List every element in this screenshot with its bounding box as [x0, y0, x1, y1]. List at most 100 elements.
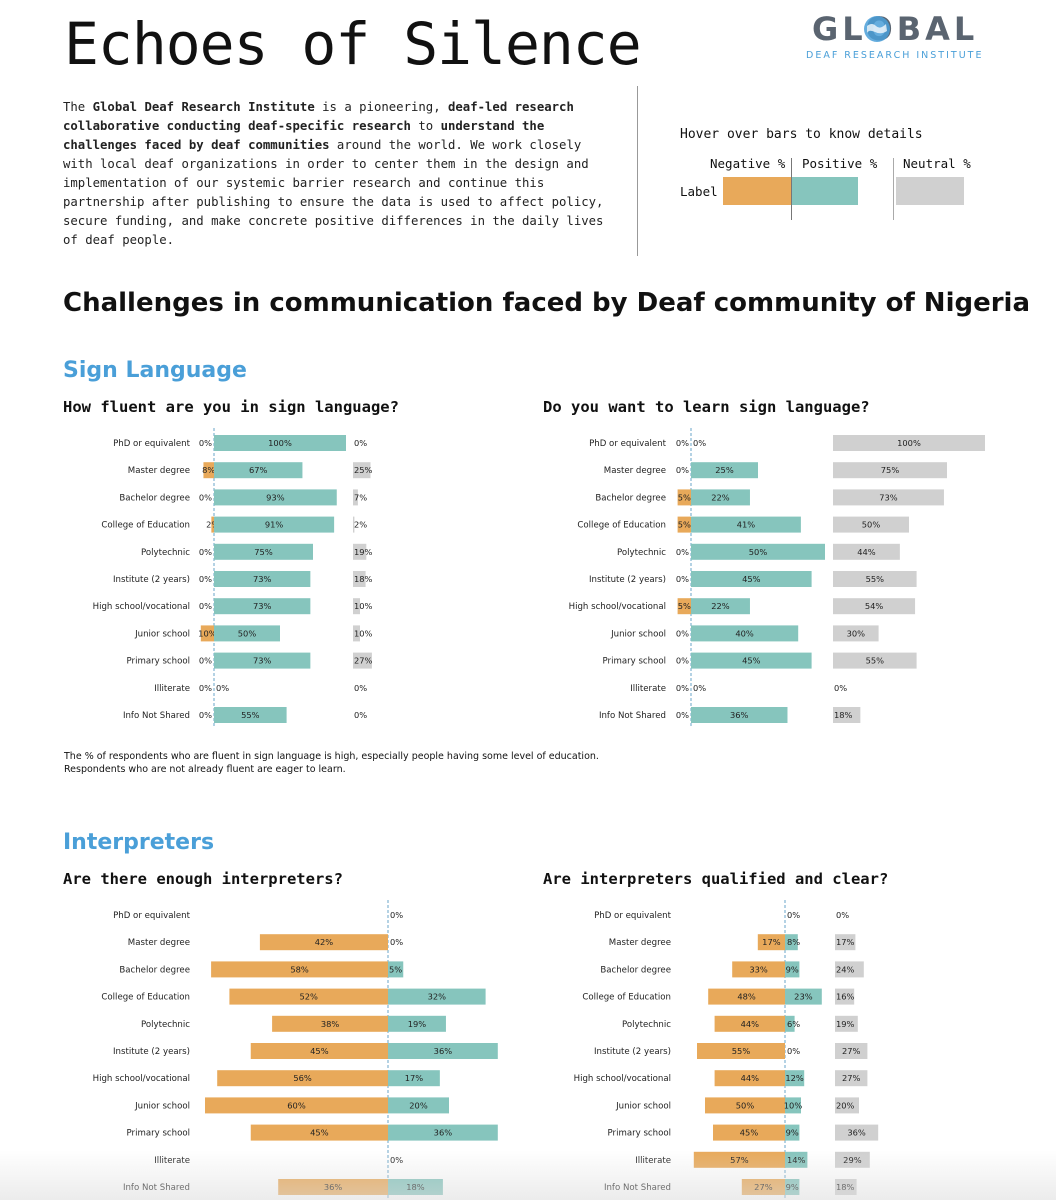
bar-positive-primary-school[interactable]: [388, 1124, 498, 1141]
value-positive-illiterate: 0%: [693, 683, 706, 693]
bar-neutral-college-of-education[interactable]: [353, 516, 355, 533]
bar-positive-bachelor-degree[interactable]: [388, 961, 404, 978]
bar-negative-college-of-education[interactable]: [708, 988, 785, 1005]
bar-negative-junior-school[interactable]: [205, 1097, 388, 1114]
bar-neutral-institute-2-years[interactable]: [833, 571, 917, 587]
main-heading: Challenges in communication faced by Dea…: [63, 288, 1031, 318]
chart-enough[interactable]: PhD or equivalent 0% Master degree 42% 0% Bac…: [0, 900, 528, 1200]
bar-neutral-high-school-vocational[interactable]: [353, 598, 360, 615]
bar-neutral-polytechnic[interactable]: [833, 543, 900, 560]
bar-positive-junior-school[interactable]: [785, 1097, 801, 1114]
bar-negative-master-degree[interactable]: [757, 934, 785, 951]
bar-negative-master-degree[interactable]: [203, 462, 214, 479]
bar-negative-college-of-education[interactable]: [229, 988, 388, 1005]
bar-neutral-primary-school[interactable]: [353, 652, 372, 669]
bar-positive-high-school-vocational[interactable]: [214, 598, 311, 615]
chart-fluent[interactable]: PhD or equivalent 0% 100% 0% Master degree 8%…: [0, 428, 528, 728]
bar-positive-bachelor-degree[interactable]: [785, 961, 800, 978]
bar-neutral-info-not-shared[interactable]: [833, 707, 861, 723]
bar-positive-polytechnic[interactable]: [785, 1015, 795, 1032]
bar-negative-polytechnic[interactable]: [714, 1015, 785, 1032]
bar-negative-college-of-education[interactable]: [211, 516, 214, 533]
bar-neutral-bachelor-degree[interactable]: [833, 489, 944, 506]
bar-positive-bachelor-degree[interactable]: [214, 489, 337, 506]
bar-positive-college-of-education[interactable]: [785, 988, 822, 1005]
chart-qualified[interactable]: PhD or equivalent 0% 0% Master degree 17% 8% 1…: [528, 900, 1056, 1200]
value-neutral-master-degree: 25%: [354, 465, 373, 475]
header-divider: [637, 86, 638, 256]
bar-neutral-college-of-education[interactable]: [835, 988, 855, 1005]
category-label-institute-2-years: Institute (2 years): [589, 575, 666, 585]
bar-negative-institute-2-years[interactable]: [250, 1043, 388, 1059]
bar-neutral-junior-school[interactable]: [835, 1097, 859, 1114]
bar-positive-high-school-vocational[interactable]: [785, 1070, 805, 1087]
bar-negative-polytechnic[interactable]: [272, 1015, 388, 1032]
bar-neutral-institute-2-years[interactable]: [835, 1043, 868, 1059]
bar-positive-master-degree[interactable]: [214, 462, 303, 479]
bar-positive-college-of-education[interactable]: [214, 516, 335, 533]
bar-neutral-college-of-education[interactable]: [833, 516, 909, 533]
bar-positive-master-degree[interactable]: [785, 934, 798, 951]
bar-positive-primary-school[interactable]: [214, 652, 311, 669]
bar-positive-bachelor-degree[interactable]: [691, 489, 750, 506]
value-neutral-primary-school: 27%: [354, 656, 373, 666]
bar-neutral-polytechnic[interactable]: [353, 543, 367, 560]
bar-positive-phd-or-equivalent[interactable]: [214, 435, 346, 451]
bar-negative-college-of-education[interactable]: [677, 516, 691, 533]
bar-neutral-junior-school[interactable]: [833, 625, 879, 642]
bar-negative-junior-school[interactable]: [200, 625, 214, 642]
bar-positive-master-degree[interactable]: [691, 462, 758, 479]
gdri-logo[interactable]: GLOBAL DEAF RESEARCH INSTITUTE: [806, 10, 986, 62]
bar-negative-bachelor-degree[interactable]: [211, 961, 388, 978]
value-positive-junior-school: 10%: [784, 1100, 803, 1110]
bar-positive-polytechnic[interactable]: [388, 1015, 446, 1032]
bar-positive-polytechnic[interactable]: [691, 543, 825, 560]
bar-neutral-primary-school[interactable]: [835, 1124, 879, 1141]
bar-positive-college-of-education[interactable]: [691, 516, 801, 533]
bar-negative-bachelor-degree[interactable]: [677, 489, 691, 506]
bar-positive-institute-2-years[interactable]: [214, 571, 311, 587]
bar-neutral-phd-or-equivalent[interactable]: [833, 435, 985, 451]
bar-neutral-polytechnic[interactable]: [835, 1015, 858, 1032]
bar-neutral-master-degree[interactable]: [835, 934, 856, 951]
bar-neutral-bachelor-degree[interactable]: [835, 961, 864, 978]
category-label-institute-2-years: Institute (2 years): [113, 1047, 190, 1057]
bar-positive-institute-2-years[interactable]: [388, 1043, 498, 1059]
bar-positive-primary-school[interactable]: [691, 652, 812, 669]
bar-neutral-institute-2-years[interactable]: [353, 571, 366, 587]
bar-positive-info-not-shared[interactable]: [691, 707, 788, 723]
bar-positive-polytechnic[interactable]: [214, 543, 313, 560]
bar-positive-junior-school[interactable]: [691, 625, 799, 642]
bar-negative-primary-school[interactable]: [250, 1124, 388, 1141]
bar-neutral-master-degree[interactable]: [353, 462, 371, 479]
value-negative-primary-school: 45%: [740, 1128, 759, 1138]
bar-neutral-junior-school[interactable]: [353, 625, 360, 642]
bar-negative-bachelor-degree[interactable]: [732, 961, 785, 978]
bar-negative-master-degree[interactable]: [259, 934, 388, 951]
value-negative-master-degree: 42%: [315, 937, 334, 947]
bar-positive-junior-school[interactable]: [388, 1097, 449, 1114]
bar-neutral-primary-school[interactable]: [833, 652, 917, 669]
value-negative-primary-school: 45%: [310, 1128, 329, 1138]
value-positive-college-of-education: 41%: [737, 520, 756, 530]
bar-positive-info-not-shared[interactable]: [214, 707, 287, 723]
bar-neutral-high-school-vocational[interactable]: [835, 1070, 868, 1087]
bar-positive-junior-school[interactable]: [214, 625, 280, 642]
bar-negative-junior-school[interactable]: [705, 1097, 785, 1114]
chart-learn[interactable]: PhD or equivalent 0% 0% 100% Master degree 0%…: [528, 428, 1056, 728]
bar-positive-primary-school[interactable]: [785, 1124, 800, 1141]
bar-neutral-high-school-vocational[interactable]: [833, 598, 916, 615]
value-positive-polytechnic: 75%: [254, 547, 273, 557]
bar-positive-institute-2-years[interactable]: [691, 571, 812, 587]
bar-positive-college-of-education[interactable]: [388, 988, 486, 1005]
bar-neutral-master-degree[interactable]: [833, 462, 947, 479]
bar-negative-institute-2-years[interactable]: [697, 1043, 785, 1059]
value-positive-polytechnic: 50%: [749, 547, 768, 557]
bar-positive-high-school-vocational[interactable]: [388, 1070, 440, 1087]
bar-neutral-bachelor-degree[interactable]: [353, 489, 358, 506]
bar-negative-high-school-vocational[interactable]: [714, 1070, 785, 1087]
bar-negative-high-school-vocational[interactable]: [217, 1070, 388, 1087]
bar-negative-high-school-vocational[interactable]: [677, 598, 691, 615]
bar-negative-primary-school[interactable]: [713, 1124, 785, 1141]
bar-positive-high-school-vocational[interactable]: [691, 598, 750, 615]
